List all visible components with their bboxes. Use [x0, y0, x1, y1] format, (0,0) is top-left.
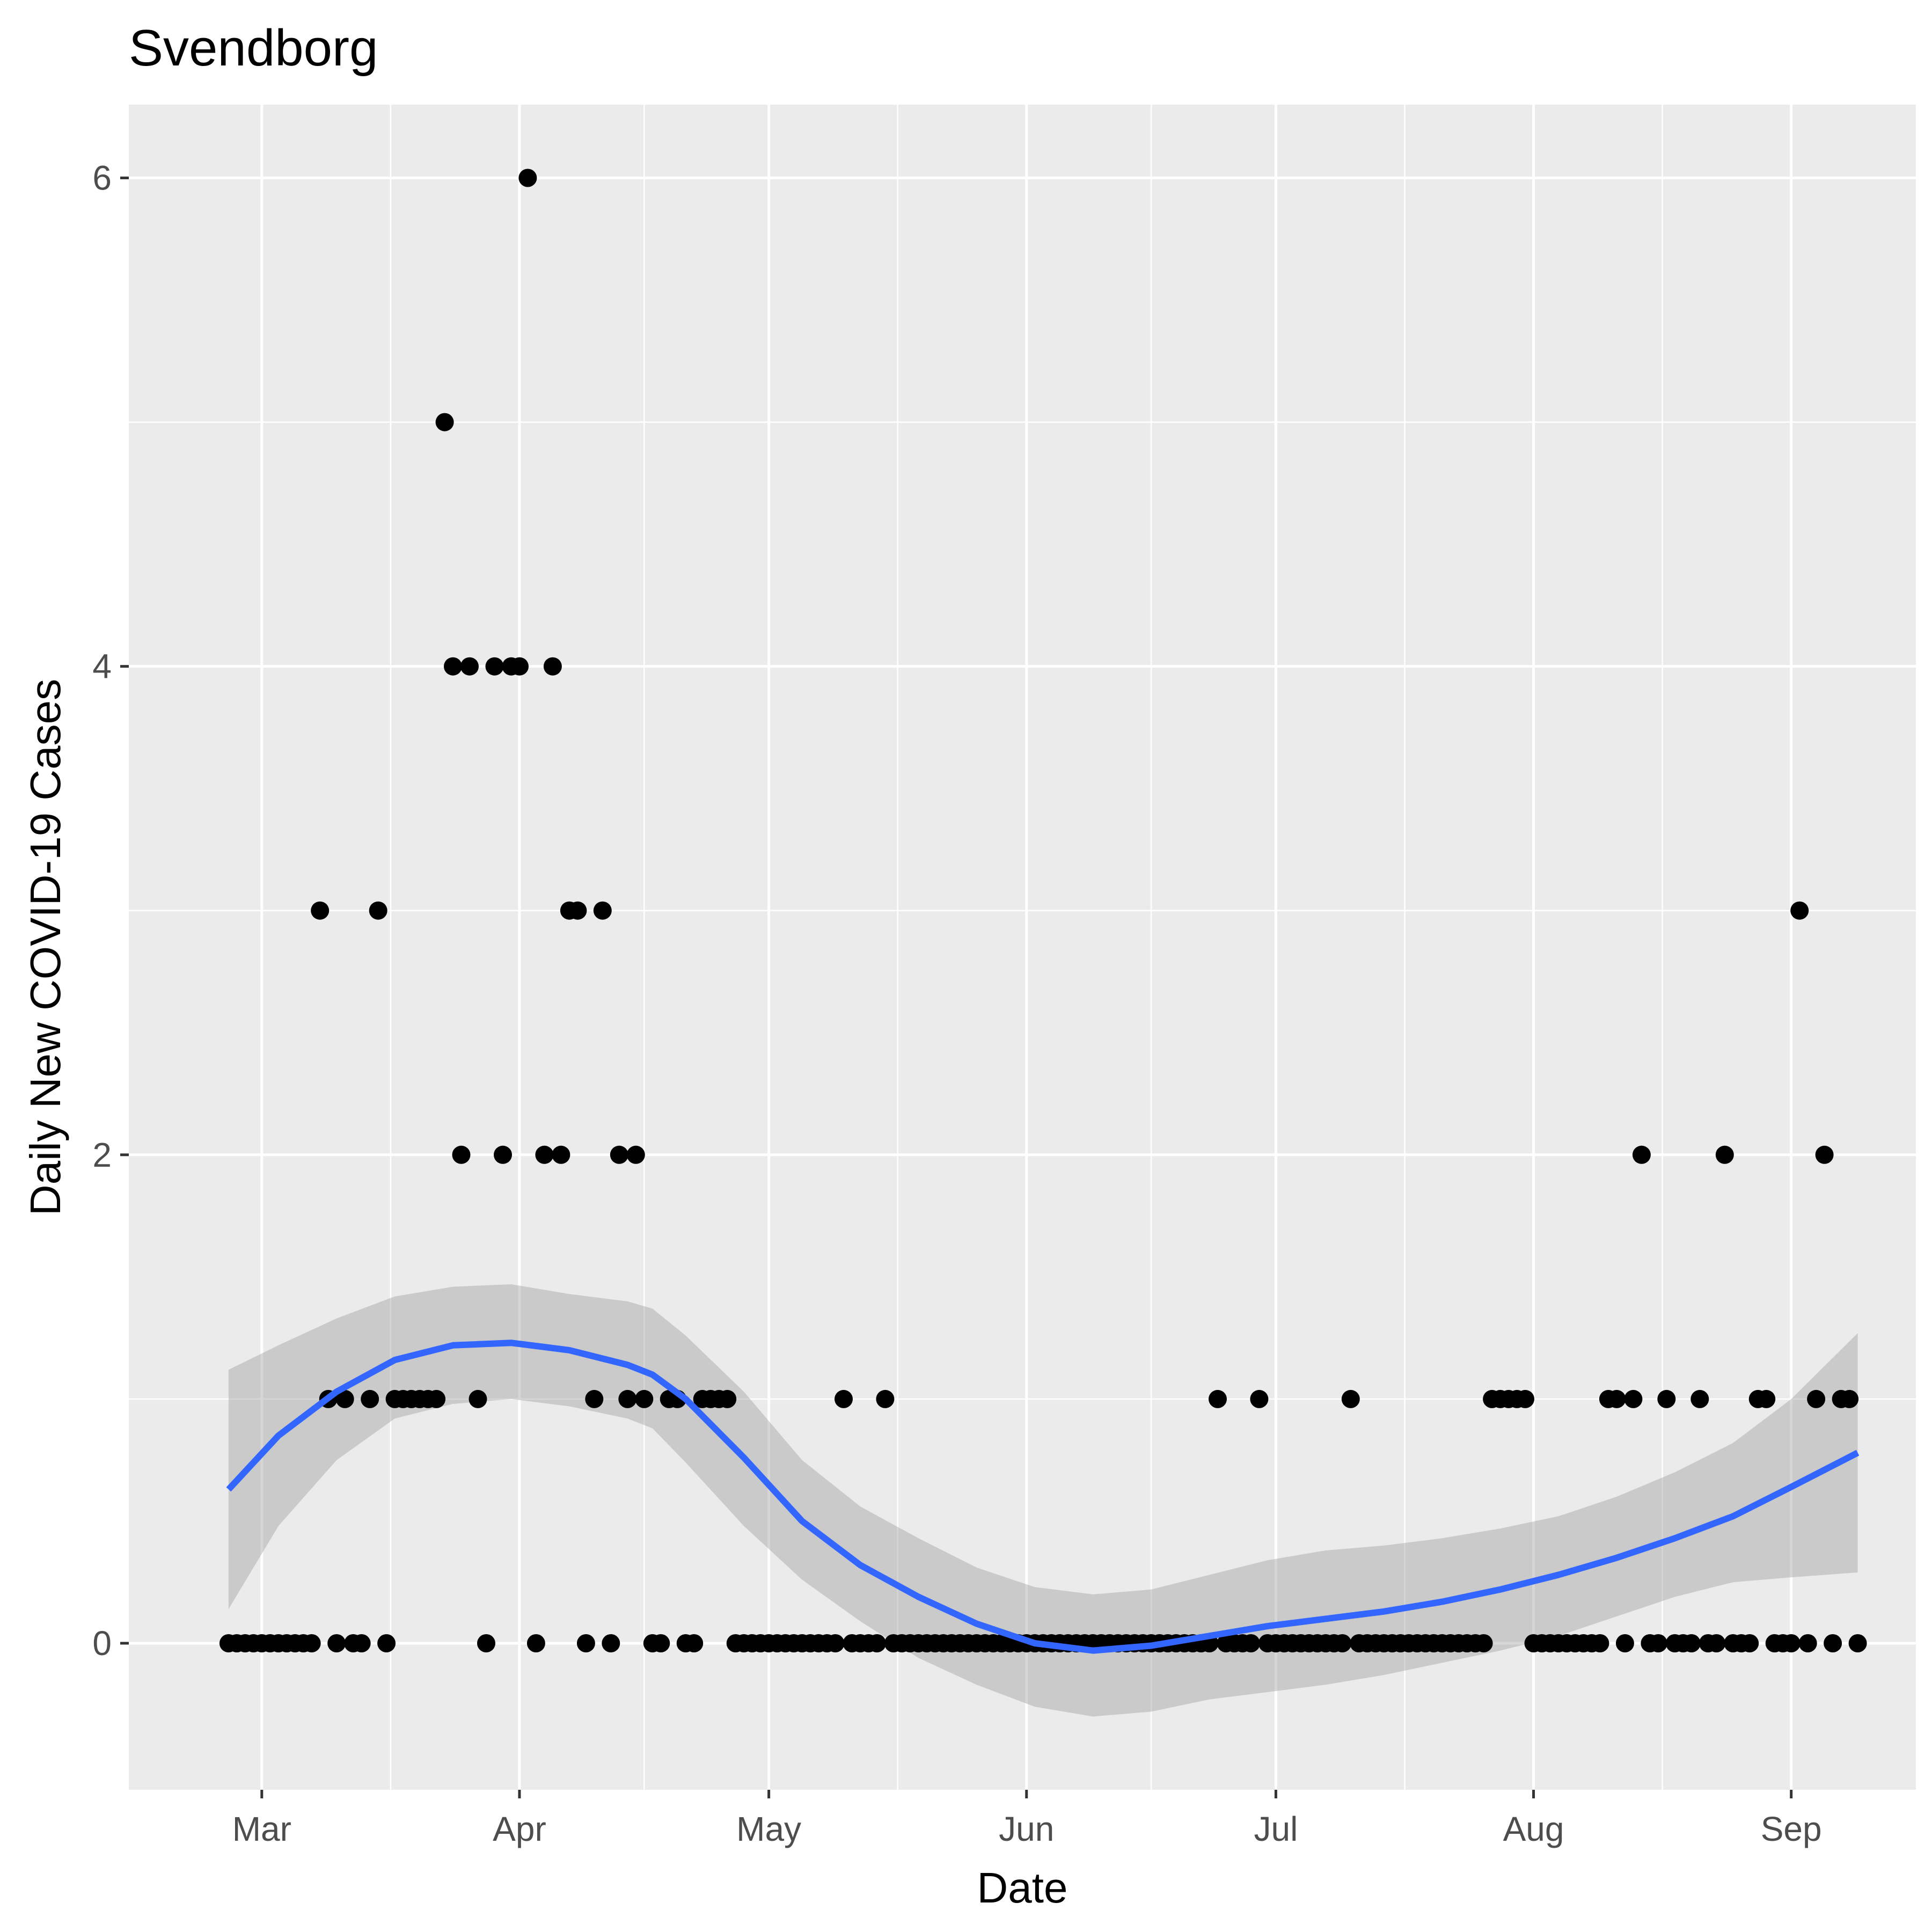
grid-major	[129, 105, 1916, 1790]
data-point	[510, 657, 529, 676]
data-point	[1715, 1145, 1734, 1164]
data-point	[626, 1145, 645, 1164]
data-point	[477, 1634, 495, 1652]
data-point	[469, 1389, 487, 1408]
data-point	[518, 169, 537, 187]
data-point	[335, 1389, 354, 1408]
data-point	[1516, 1389, 1534, 1408]
data-point	[1657, 1389, 1676, 1408]
data-point	[485, 657, 504, 676]
data-point	[1840, 1389, 1859, 1408]
data-point	[1209, 1389, 1227, 1408]
data-point	[1682, 1634, 1701, 1652]
x-tick-label: May	[736, 1810, 801, 1848]
data-point	[1341, 1389, 1360, 1408]
data-point	[652, 1634, 670, 1652]
data-point	[1790, 901, 1809, 920]
data-point	[868, 1634, 886, 1652]
data-point	[460, 657, 479, 676]
data-point	[361, 1389, 379, 1408]
data-point	[1798, 1634, 1817, 1652]
x-tick-label: Jul	[1254, 1810, 1298, 1848]
x-axis-title: Date	[977, 1864, 1068, 1912]
data-point	[369, 901, 387, 920]
data-point	[1782, 1634, 1801, 1652]
data-point	[552, 1145, 570, 1164]
data-point	[685, 1634, 704, 1652]
data-point	[1649, 1634, 1667, 1652]
data-point	[1690, 1389, 1709, 1408]
data-point	[352, 1634, 371, 1652]
y-tick-label: 4	[92, 647, 112, 686]
data-point	[543, 657, 562, 676]
x-tick-label: Apr	[493, 1810, 546, 1848]
x-axis: Mar Apr May Jun Jul Aug Sep	[232, 1790, 1822, 1848]
data-point	[327, 1634, 346, 1652]
data-point	[1815, 1145, 1834, 1164]
plot-panel	[129, 105, 1916, 1790]
data-point	[1707, 1634, 1726, 1652]
data-point	[1632, 1145, 1651, 1164]
x-tick-label: Aug	[1503, 1810, 1564, 1848]
data-point	[1624, 1389, 1643, 1408]
data-point	[1591, 1634, 1609, 1652]
data-point	[526, 1634, 545, 1652]
x-tick-label: Sep	[1761, 1810, 1822, 1848]
data-point	[635, 1389, 654, 1408]
points-layer	[219, 169, 1867, 1654]
data-point	[311, 901, 330, 920]
data-point	[568, 901, 587, 920]
data-point	[1241, 1634, 1260, 1652]
data-point	[876, 1389, 895, 1408]
data-point	[618, 1389, 637, 1408]
data-point	[1333, 1634, 1352, 1652]
x-tick-label: Jun	[999, 1810, 1054, 1848]
data-point	[576, 1634, 595, 1652]
y-axis-title: Daily New COVID-19 Cases	[21, 679, 69, 1216]
x-tick-label: Mar	[232, 1810, 291, 1848]
data-point	[835, 1389, 853, 1408]
data-point	[1607, 1389, 1626, 1408]
y-axis: 0 2 4 6	[92, 159, 129, 1663]
data-point	[452, 1145, 471, 1164]
data-point	[535, 1145, 554, 1164]
data-point	[1474, 1634, 1493, 1652]
y-tick-label: 6	[92, 159, 112, 197]
data-point	[435, 413, 454, 431]
data-point	[718, 1389, 737, 1408]
data-point	[1824, 1634, 1842, 1652]
y-tick-label: 0	[92, 1624, 112, 1663]
chart-title: Svendborg	[129, 19, 378, 77]
data-point	[1848, 1634, 1867, 1652]
data-point	[826, 1634, 845, 1652]
data-point	[593, 901, 612, 920]
confidence-band	[228, 1284, 1858, 1717]
data-point	[602, 1634, 620, 1652]
y-tick-label: 2	[92, 1136, 112, 1174]
data-point	[1757, 1389, 1776, 1408]
data-point	[610, 1145, 628, 1164]
data-point	[1615, 1634, 1634, 1652]
data-point	[1250, 1389, 1269, 1408]
data-point	[585, 1389, 604, 1408]
data-point	[1807, 1389, 1826, 1408]
data-point	[1740, 1634, 1759, 1652]
data-point	[494, 1145, 512, 1164]
data-point	[302, 1634, 321, 1652]
smooth-layer	[228, 1284, 1858, 1717]
data-point	[377, 1634, 396, 1652]
data-point	[427, 1389, 446, 1408]
smooth-trend-line	[226, 1340, 1860, 1654]
data-point	[444, 657, 462, 676]
